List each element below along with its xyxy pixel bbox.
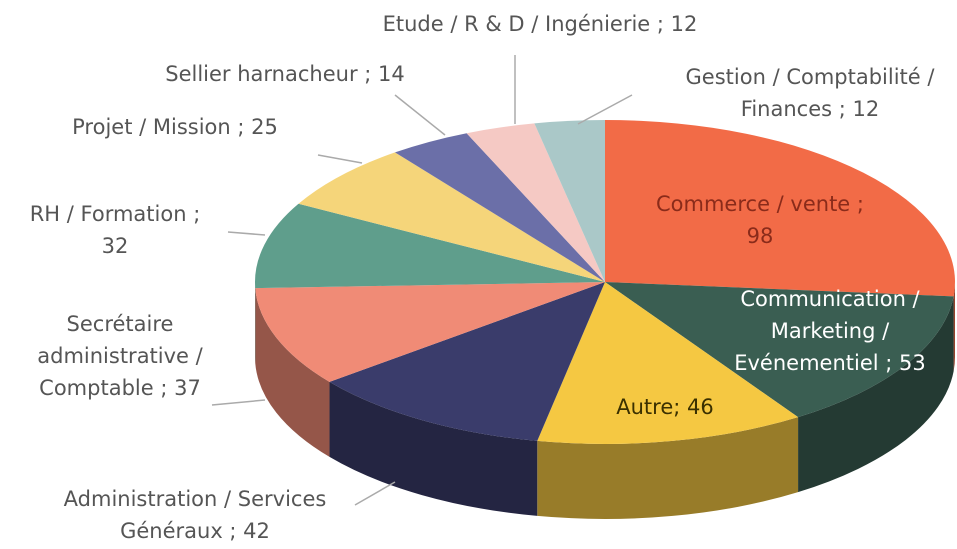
- data-label: Communication /: [740, 287, 920, 311]
- data-label: administrative /: [37, 344, 203, 368]
- slice: [394, 133, 605, 282]
- data-label: Marketing /: [771, 319, 890, 343]
- data-label: Evénementiel ; 53: [734, 351, 926, 375]
- slice-side: [798, 296, 954, 493]
- slice: [255, 203, 605, 289]
- leader-line: [394, 94, 446, 136]
- slice: [605, 282, 954, 418]
- data-label: Comptable ; 37: [39, 376, 201, 400]
- slice: [298, 152, 605, 282]
- slice: [255, 282, 605, 382]
- slice: [605, 120, 956, 297]
- data-label: 32: [102, 234, 129, 258]
- data-label: Gestion / Comptabilité /: [686, 65, 936, 89]
- slice-side: [953, 282, 955, 372]
- data-label: Projet / Mission ; 25: [72, 115, 278, 139]
- data-label: RH / Formation ;: [30, 202, 201, 226]
- leader-line: [227, 231, 266, 236]
- slice-side: [255, 288, 330, 457]
- leader-line: [354, 481, 396, 506]
- data-label: Administration / Services: [64, 487, 327, 511]
- data-label: Secrétaire: [67, 312, 174, 336]
- data-label: Généraux ; 42: [120, 519, 270, 543]
- slice-side: [537, 417, 799, 520]
- data-label: Sellier harnacheur ; 14: [165, 62, 404, 86]
- data-label: 98: [747, 224, 774, 248]
- slice: [466, 123, 605, 283]
- slice: [534, 120, 605, 282]
- leader-line: [211, 399, 266, 406]
- data-label: Commerce / vente ;: [656, 192, 864, 216]
- data-label: Etude / R & D / Ingénierie ; 12: [383, 12, 698, 36]
- data-label: Autre; 46: [616, 395, 713, 419]
- leader-line: [577, 94, 633, 125]
- slice-side: [329, 381, 538, 516]
- data-label: Finances ; 12: [741, 97, 879, 121]
- slice: [329, 282, 605, 441]
- slice: [537, 282, 799, 445]
- leader-line: [317, 154, 363, 164]
